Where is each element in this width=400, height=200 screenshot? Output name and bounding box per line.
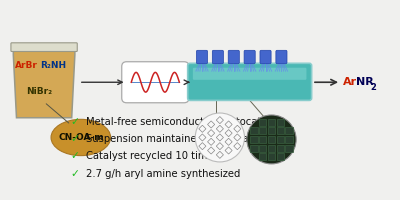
Polygon shape — [277, 136, 284, 143]
Text: 2.7 g/h aryl amine synthesized: 2.7 g/h aryl amine synthesized — [86, 169, 240, 179]
Polygon shape — [286, 127, 292, 134]
Polygon shape — [277, 145, 284, 152]
Polygon shape — [286, 136, 292, 143]
Text: ✓: ✓ — [70, 117, 79, 127]
Ellipse shape — [51, 119, 111, 156]
Polygon shape — [13, 49, 75, 118]
FancyBboxPatch shape — [196, 50, 208, 64]
Text: ✓: ✓ — [70, 151, 79, 161]
Text: 2: 2 — [371, 83, 377, 92]
FancyBboxPatch shape — [276, 50, 287, 64]
Text: Metal-free semiconductor photocatalyst: Metal-free semiconductor photocatalyst — [86, 117, 285, 127]
FancyBboxPatch shape — [188, 63, 312, 100]
Polygon shape — [277, 153, 284, 160]
FancyBboxPatch shape — [193, 68, 306, 80]
Polygon shape — [250, 145, 258, 152]
Polygon shape — [286, 145, 292, 152]
Text: ✓: ✓ — [70, 134, 79, 144]
Polygon shape — [259, 119, 266, 126]
Circle shape — [247, 115, 296, 164]
Text: NR: NR — [356, 77, 374, 87]
Text: CN-OA-m: CN-OA-m — [58, 133, 104, 142]
FancyBboxPatch shape — [260, 50, 271, 64]
Text: R₂NH: R₂NH — [40, 61, 66, 70]
Text: NiBr₂: NiBr₂ — [26, 87, 52, 96]
Polygon shape — [268, 136, 275, 143]
Text: ArBr: ArBr — [14, 61, 38, 70]
FancyBboxPatch shape — [11, 43, 77, 51]
Polygon shape — [268, 119, 275, 126]
Text: Catalyst recycled 10 times: Catalyst recycled 10 times — [86, 151, 219, 161]
FancyBboxPatch shape — [212, 50, 224, 64]
FancyBboxPatch shape — [228, 50, 239, 64]
Polygon shape — [268, 145, 275, 152]
FancyBboxPatch shape — [244, 50, 255, 64]
Polygon shape — [268, 153, 275, 160]
Text: Suspension maintained by pulsator: Suspension maintained by pulsator — [86, 134, 262, 144]
Polygon shape — [259, 127, 266, 134]
Polygon shape — [277, 119, 284, 126]
Polygon shape — [250, 127, 258, 134]
Text: ✓: ✓ — [70, 169, 79, 179]
Text: Ar: Ar — [343, 77, 357, 87]
Circle shape — [195, 113, 244, 162]
FancyBboxPatch shape — [122, 62, 189, 103]
Polygon shape — [277, 127, 284, 134]
Polygon shape — [250, 136, 258, 143]
Polygon shape — [268, 127, 275, 134]
Polygon shape — [259, 153, 266, 160]
Polygon shape — [259, 136, 266, 143]
Polygon shape — [259, 145, 266, 152]
